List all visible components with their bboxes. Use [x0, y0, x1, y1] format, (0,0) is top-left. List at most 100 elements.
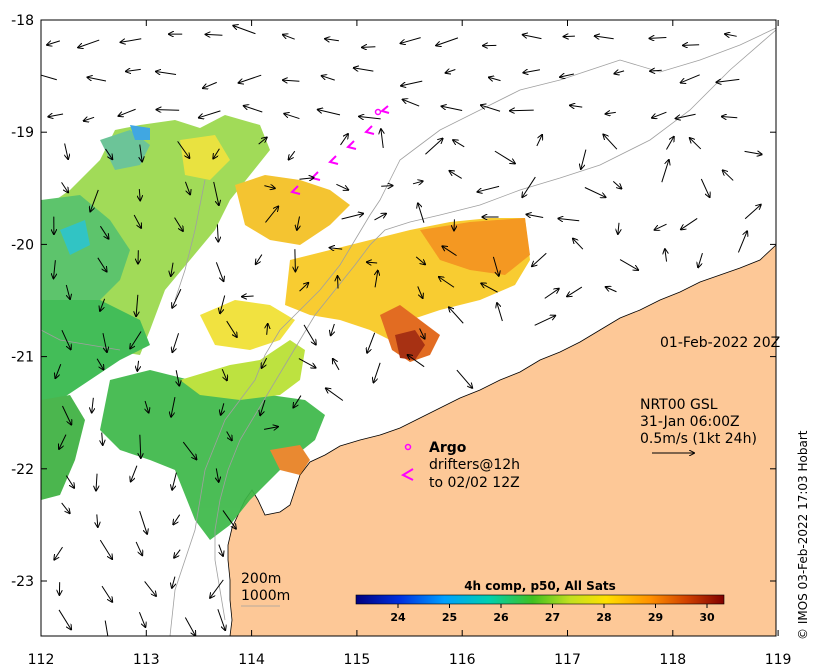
current-vector: [595, 36, 614, 39]
current-vector: [55, 364, 62, 378]
x-tick-label: 112: [28, 652, 55, 668]
current-vector: [99, 225, 108, 238]
current-vector: [104, 620, 108, 636]
current-vector: [58, 609, 71, 629]
current-vector: [412, 181, 423, 184]
current-vector: [54, 546, 63, 559]
current-vector: [522, 176, 536, 197]
current-vector: [299, 178, 313, 179]
current-vector: [425, 139, 442, 155]
current-vector: [284, 114, 300, 120]
current-vector: [213, 148, 220, 159]
current-vector: [723, 170, 734, 181]
current-vector: [97, 514, 98, 526]
current-vector: [136, 294, 138, 316]
current-vector: [289, 150, 296, 159]
isobath-200m-label: 200m: [241, 571, 281, 587]
current-vector: [534, 316, 556, 326]
current-vector: [606, 287, 617, 293]
current-vector: [681, 74, 700, 83]
current-vector: [354, 68, 374, 71]
current-vector: [439, 277, 455, 288]
current-vector: [96, 358, 103, 370]
current-vector: [65, 143, 68, 159]
current-vector: [263, 427, 278, 430]
current-vector: [139, 510, 147, 534]
current-vector: [606, 112, 616, 114]
current-vector: [442, 106, 463, 111]
current-vector: [84, 117, 95, 121]
y-tick-label: -20: [11, 237, 34, 253]
current-vector: [216, 468, 218, 481]
current-vector: [217, 609, 225, 630]
current-vector: [131, 465, 138, 482]
current-vector: [61, 182, 69, 192]
product-label: NRT00 GSL: [640, 397, 718, 413]
drifters-until-label: to 02/02 12Z: [429, 475, 520, 491]
current-vector: [737, 231, 747, 253]
current-vector: [100, 298, 106, 311]
current-vector: [322, 76, 335, 81]
current-vector: [652, 111, 667, 118]
current-vector: [226, 320, 237, 337]
current-vector: [156, 72, 177, 75]
current-vector: [121, 38, 142, 43]
current-vector: [450, 171, 462, 179]
current-vector: [492, 256, 498, 276]
current-vector: [367, 332, 376, 353]
current-vector: [650, 70, 662, 71]
current-vector: [140, 434, 141, 458]
current-vector: [544, 289, 559, 299]
current-vector: [262, 357, 268, 368]
current-vector: [283, 35, 295, 40]
current-vectors: [41, 26, 762, 636]
current-vector: [403, 100, 420, 107]
current-vector: [174, 549, 181, 558]
current-vector: [481, 283, 498, 293]
colorbar-tick-label: 26: [493, 611, 509, 624]
current-vector: [570, 105, 583, 107]
current-vector: [446, 70, 456, 73]
current-vector: [325, 39, 339, 41]
x-tick-label: 117: [554, 652, 581, 668]
y-tick-label: -22: [11, 462, 34, 478]
current-vector: [340, 134, 348, 146]
current-vector: [333, 359, 340, 371]
y-tick-label: -18: [11, 13, 34, 29]
current-vector: [62, 405, 71, 425]
current-vector: [523, 70, 541, 73]
current-vector: [172, 333, 180, 352]
current-vector: [456, 369, 472, 388]
colorbar-tick-label: 28: [596, 611, 611, 624]
current-vector: [494, 150, 515, 163]
current-vector: [536, 135, 542, 147]
current-vector: [359, 117, 381, 119]
current-vector: [105, 148, 113, 159]
current-vector: [265, 207, 278, 223]
current-vector: [374, 362, 381, 383]
current-vector: [614, 71, 625, 74]
current-vector: [92, 397, 94, 413]
current-vector: [177, 141, 190, 158]
current-vector: [449, 307, 464, 324]
current-vector: [145, 400, 149, 413]
current-vector: [744, 205, 761, 220]
current-vector: [418, 203, 425, 223]
current-vector: [532, 252, 547, 266]
current-vector: [203, 81, 217, 88]
current-vector: [417, 286, 423, 298]
current-vector: [584, 187, 606, 198]
current-vector: [374, 214, 386, 221]
current-vector: [206, 34, 223, 35]
current-vector: [41, 74, 57, 81]
y-tick-label: -23: [11, 574, 34, 590]
current-vector: [408, 355, 425, 368]
current-vector: [367, 262, 378, 263]
current-vector: [144, 581, 156, 596]
current-vector: [683, 45, 700, 46]
current-vector: [722, 117, 738, 118]
current-vector: [567, 286, 583, 296]
current-vector: [97, 257, 107, 272]
current-vector: [375, 271, 378, 288]
current-vector: [318, 110, 341, 116]
